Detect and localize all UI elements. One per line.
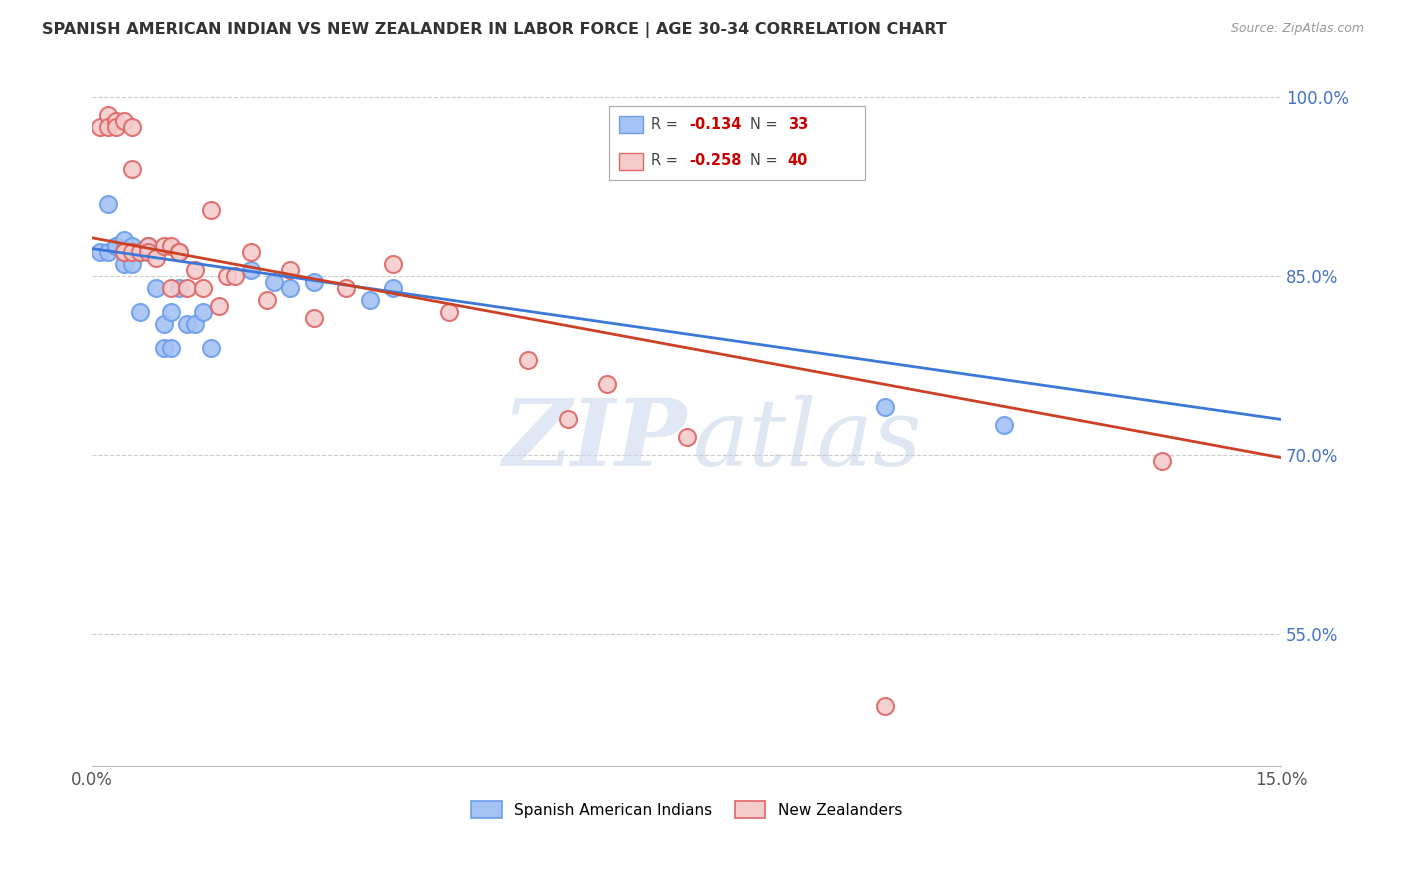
- Point: [160, 305, 183, 319]
- Point: [993, 418, 1015, 433]
- Point: [557, 412, 579, 426]
- Point: [128, 245, 150, 260]
- Point: [145, 251, 167, 265]
- Point: [97, 120, 120, 134]
- Point: [121, 120, 143, 134]
- Point: [169, 281, 191, 295]
- Point: [121, 161, 143, 176]
- Point: [104, 113, 127, 128]
- Point: [128, 305, 150, 319]
- Point: [200, 203, 222, 218]
- Text: Source: ZipAtlas.com: Source: ZipAtlas.com: [1230, 22, 1364, 36]
- Point: [104, 239, 127, 253]
- Legend: Spanish American Indians, New Zealanders: Spanish American Indians, New Zealanders: [465, 795, 908, 824]
- Point: [256, 293, 278, 307]
- Text: 33: 33: [787, 117, 808, 132]
- Text: N =: N =: [749, 117, 782, 132]
- Point: [191, 281, 214, 295]
- Point: [121, 239, 143, 253]
- Bar: [619, 116, 643, 133]
- Point: [278, 263, 301, 277]
- Point: [437, 305, 460, 319]
- Point: [184, 263, 207, 277]
- Text: -0.258: -0.258: [689, 153, 741, 169]
- Point: [335, 281, 357, 295]
- Point: [208, 299, 231, 313]
- Point: [112, 245, 135, 260]
- Point: [224, 268, 246, 283]
- Point: [359, 293, 381, 307]
- Point: [104, 120, 127, 134]
- Point: [145, 281, 167, 295]
- Point: [152, 317, 174, 331]
- Point: [104, 239, 127, 253]
- Point: [136, 245, 159, 260]
- Point: [97, 197, 120, 211]
- Point: [169, 245, 191, 260]
- Bar: [619, 153, 643, 170]
- Text: R =: R =: [651, 153, 682, 169]
- Point: [121, 245, 143, 260]
- Point: [302, 275, 325, 289]
- Point: [184, 317, 207, 331]
- Point: [176, 281, 198, 295]
- Text: 40: 40: [787, 153, 808, 169]
- Point: [160, 239, 183, 253]
- Text: ZIP: ZIP: [502, 395, 686, 485]
- Point: [176, 317, 198, 331]
- Point: [152, 341, 174, 355]
- Point: [128, 245, 150, 260]
- Point: [89, 120, 111, 134]
- Point: [191, 305, 214, 319]
- Point: [873, 401, 896, 415]
- Point: [302, 310, 325, 325]
- Point: [112, 257, 135, 271]
- Text: N =: N =: [749, 153, 782, 169]
- Point: [97, 108, 120, 122]
- Point: [136, 245, 159, 260]
- Text: -0.134: -0.134: [689, 117, 741, 132]
- Point: [112, 113, 135, 128]
- Point: [200, 341, 222, 355]
- Point: [112, 245, 135, 260]
- Point: [112, 233, 135, 247]
- Text: SPANISH AMERICAN INDIAN VS NEW ZEALANDER IN LABOR FORCE | AGE 30-34 CORRELATION : SPANISH AMERICAN INDIAN VS NEW ZEALANDER…: [42, 22, 946, 38]
- Point: [263, 275, 285, 289]
- Point: [169, 245, 191, 260]
- Point: [517, 352, 540, 367]
- Point: [136, 239, 159, 253]
- FancyBboxPatch shape: [609, 105, 865, 180]
- Point: [136, 239, 159, 253]
- Point: [89, 245, 111, 260]
- Point: [112, 245, 135, 260]
- Point: [121, 257, 143, 271]
- Point: [239, 245, 262, 260]
- Point: [215, 268, 238, 283]
- Point: [97, 245, 120, 260]
- Point: [160, 341, 183, 355]
- Point: [596, 376, 619, 391]
- Point: [239, 263, 262, 277]
- Point: [1152, 454, 1174, 468]
- Point: [160, 281, 183, 295]
- Point: [382, 281, 405, 295]
- Point: [675, 430, 697, 444]
- Point: [278, 281, 301, 295]
- Point: [121, 245, 143, 260]
- Point: [382, 257, 405, 271]
- Text: R =: R =: [651, 117, 682, 132]
- Text: atlas: atlas: [693, 395, 922, 485]
- Point: [873, 699, 896, 714]
- Point: [152, 239, 174, 253]
